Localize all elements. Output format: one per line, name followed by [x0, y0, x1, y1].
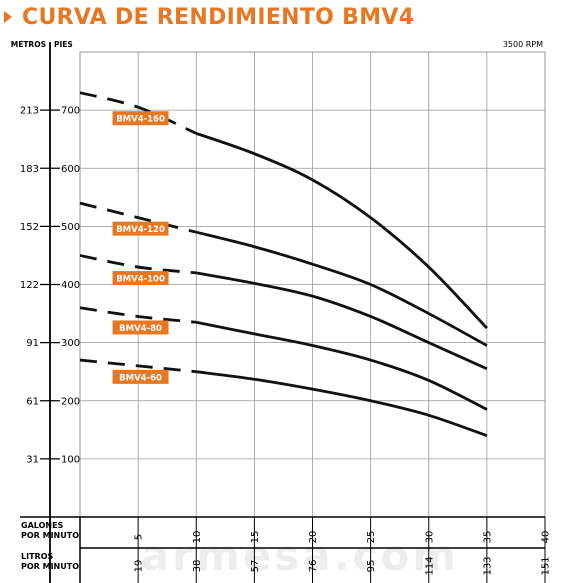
- x-tick-label-lpm-5: 19: [134, 560, 145, 573]
- curve-solid-bmv4-120: [195, 230, 488, 347]
- y-tick-label-m-500: 152: [20, 222, 39, 233]
- speed-label: 3500 RPM: [503, 40, 543, 49]
- y-tick-label-m-100: 31: [26, 454, 39, 465]
- y-tick-label-m-300: 91: [26, 338, 39, 349]
- y-tick-label-ft-700: 700: [61, 106, 80, 117]
- y-tick-label-m-700: 213: [20, 106, 39, 117]
- x-tick-label-gpm-20: 20: [308, 531, 319, 544]
- series-label-bmv4-160: BMV4-160: [116, 115, 165, 125]
- y-tick-label-m-400: 122: [20, 280, 39, 291]
- y-tick-label-ft-200: 200: [61, 396, 80, 407]
- y-unit-right: PIES: [54, 40, 73, 49]
- curve-dashed-bmv4-100: [79, 254, 197, 275]
- curve-dashed-bmv4-80: [79, 306, 197, 324]
- watermark: armesa.com: [141, 531, 459, 580]
- series-label-box-bmv4-80: [112, 320, 169, 335]
- y-tick-label-ft-100: 100: [61, 454, 80, 465]
- curves: [79, 91, 488, 437]
- y-tick-label-ft-300: 300: [61, 338, 80, 349]
- y-tick-label-ft-500: 500: [61, 222, 80, 233]
- x-tick-label-gpm-30: 30: [424, 531, 435, 544]
- curve-solid-bmv4-160: [195, 132, 488, 330]
- series-labels: BMV4-160 BMV4-120 BMV4-100 BMV4-80 BMV4-60: [112, 111, 169, 384]
- series-label-bmv4-80: BMV4-80: [119, 324, 162, 334]
- y-tick-label-m-600: 183: [20, 164, 39, 175]
- chart-title: CURVA DE RENDIMIENTO BMV4: [22, 4, 415, 30]
- x-tick-label-gpm-35: 35: [482, 531, 493, 544]
- series-label-box-bmv4-120: [112, 221, 169, 236]
- y-tick-label-m-200: 61: [26, 396, 39, 407]
- curve-solid-bmv4-60: [196, 370, 488, 437]
- curve-solid-bmv4-80: [195, 320, 488, 411]
- series-label-box-bmv4-100: [112, 271, 169, 286]
- curve-dashed-bmv4-160: [79, 91, 197, 135]
- curve-dashed-bmv4-120: [79, 201, 197, 234]
- x-tick-label-gpm-10: 10: [192, 531, 203, 544]
- series-label-bmv4-120: BMV4-120: [116, 225, 165, 235]
- x-tick-label-gpm-40: 40: [541, 531, 552, 544]
- series-label-bmv4-100: BMV4-100: [116, 275, 165, 285]
- x-tick-label-lpm-20: 76: [308, 560, 319, 573]
- y-unit-left: METROS: [11, 40, 46, 49]
- series-label-bmv4-60: BMV4-60: [119, 373, 162, 383]
- x-label-gpm: GALONES POR MINUTO: [21, 521, 79, 540]
- y-tick-label-ft-400: 400: [61, 280, 80, 291]
- x-tick-label-lpm-15: 57: [250, 560, 261, 573]
- x-tick-label-lpm-40: 151: [541, 556, 552, 575]
- x-tick-label-gpm-15: 15: [250, 531, 261, 544]
- x-label-lpm: LITROS POR MINUTO: [21, 552, 79, 571]
- curve-solid-bmv4-100: [196, 271, 488, 371]
- curve-dashed-bmv4-60: [79, 358, 197, 374]
- y-tick-label-ft-600: 600: [61, 164, 80, 175]
- title-arrow-icon: [4, 11, 12, 23]
- x-tick-label-gpm-25: 25: [366, 531, 377, 544]
- chart-title-bar: CURVA DE RENDIMIENTO BMV4: [4, 2, 414, 32]
- x-tick-label-lpm-30: 114: [424, 556, 435, 575]
- series-label-box-bmv4-160: [112, 111, 169, 126]
- x-tick-label-gpm-5: 5: [134, 534, 145, 540]
- x-tick-label-lpm-10: 38: [192, 560, 203, 573]
- axes: 31 100 61 200 91 300 122 400 152 500 183 600 213 700 5…: [20, 42, 552, 583]
- series-label-box-bmv4-60: [112, 369, 169, 384]
- x-tick-label-lpm-25: 95: [366, 560, 377, 573]
- x-tick-label-lpm-35: 133: [482, 556, 493, 575]
